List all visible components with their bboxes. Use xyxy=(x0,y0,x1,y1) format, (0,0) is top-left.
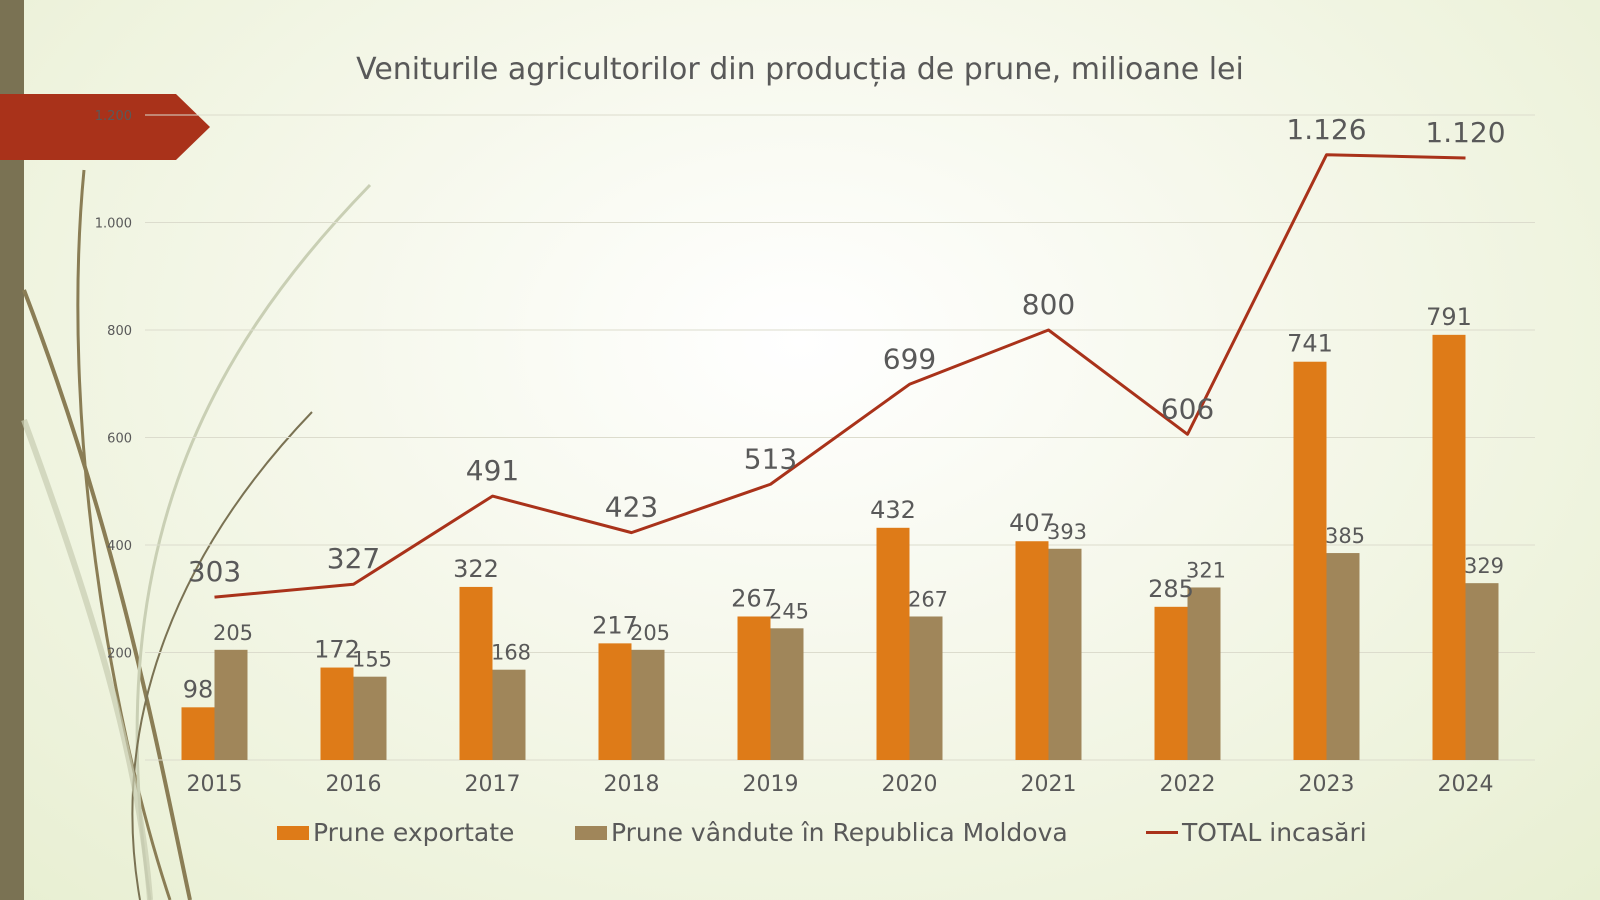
legend-swatch-total xyxy=(1146,831,1178,834)
bar-domestic xyxy=(1187,587,1221,760)
bar-domestic xyxy=(631,649,665,760)
x-tick-label: 2016 xyxy=(326,772,382,797)
x-tick-label: 2017 xyxy=(465,772,521,797)
y-tick-label: 1.200 xyxy=(95,109,132,124)
data-label-domestic: 267 xyxy=(908,587,948,611)
data-label-total: 423 xyxy=(605,491,658,524)
data-label-domestic: 245 xyxy=(769,599,809,623)
bar-exported xyxy=(459,586,493,760)
x-tick-label: 2021 xyxy=(1021,772,1077,797)
data-label-domestic: 205 xyxy=(213,621,253,645)
data-label-exported: 98 xyxy=(183,675,214,703)
data-label-exported: 172 xyxy=(314,636,360,664)
bar-domestic xyxy=(909,616,943,760)
data-label-exported: 217 xyxy=(592,611,638,639)
x-tick-label: 2019 xyxy=(743,772,799,797)
x-tick-label: 2024 xyxy=(1438,772,1494,797)
bar-domestic xyxy=(1048,548,1082,760)
total-line xyxy=(214,153,1466,599)
bar-exported xyxy=(598,643,632,760)
decor-curve-5 xyxy=(21,418,153,900)
data-label-exported: 322 xyxy=(453,555,499,583)
data-label-total: 606 xyxy=(1161,392,1214,425)
bar-exported xyxy=(181,707,215,760)
data-label-domestic: 321 xyxy=(1186,558,1226,582)
bar-exported xyxy=(876,527,910,760)
decor-curve-1 xyxy=(22,289,192,900)
data-label-total: 491 xyxy=(466,454,519,487)
y-tick-label: 200 xyxy=(107,647,132,662)
data-label-domestic: 155 xyxy=(352,648,392,672)
legend-swatch-exported xyxy=(277,825,309,840)
decor-curve-3 xyxy=(135,183,372,900)
legend-item-exported: Prune exportate xyxy=(277,818,514,847)
data-label-exported: 267 xyxy=(731,584,777,612)
data-label-domestic: 168 xyxy=(491,641,531,665)
data-label-domestic: 385 xyxy=(1325,524,1365,548)
data-label-total: 800 xyxy=(1022,288,1075,321)
data-label-domestic: 329 xyxy=(1464,554,1504,578)
data-label-exported: 407 xyxy=(1009,509,1055,537)
data-label-total: 513 xyxy=(744,442,797,475)
legend-label-domestic: Prune vândute în Republica Moldova xyxy=(611,818,1068,847)
bar-domestic xyxy=(770,628,804,760)
legend-item-domestic: Prune vândute în Republica Moldova xyxy=(575,818,1068,847)
legend: Prune exportate Prune vândute în Republi… xyxy=(0,818,1600,854)
decor-curve-4 xyxy=(131,411,313,900)
y-tick-label: 400 xyxy=(107,539,132,554)
bar-exported xyxy=(737,616,771,760)
data-label-total: 327 xyxy=(327,542,380,575)
data-label-total: 303 xyxy=(188,555,241,588)
red-arrow-banner xyxy=(0,94,210,160)
legend-label-total: TOTAL incasări xyxy=(1182,818,1367,847)
chart-title: Veniturile agricultorilor din producția … xyxy=(356,52,1244,87)
bar-domestic xyxy=(353,676,387,760)
data-label-total: 1.126 xyxy=(1286,113,1366,146)
data-label-domestic: 205 xyxy=(630,621,670,645)
data-label-exported: 285 xyxy=(1148,575,1194,603)
bar-exported xyxy=(320,667,354,760)
data-label-exported: 741 xyxy=(1287,330,1333,358)
bar-domestic xyxy=(492,669,526,760)
data-label-exported: 432 xyxy=(870,496,916,524)
bar-domestic xyxy=(1465,583,1499,760)
bar-domestic xyxy=(214,649,248,760)
bar-exported xyxy=(1432,334,1466,760)
data-label-domestic: 393 xyxy=(1047,520,1087,544)
x-tick-label: 2023 xyxy=(1299,772,1355,797)
legend-label-exported: Prune exportate xyxy=(313,818,515,847)
decor-curve-2 xyxy=(76,169,172,900)
x-tick-label: 2020 xyxy=(882,772,938,797)
x-tick-label: 2015 xyxy=(187,772,243,797)
legend-swatch-domestic xyxy=(575,825,607,840)
bar-domestic xyxy=(1326,553,1360,760)
y-tick-label: 1.000 xyxy=(95,217,132,232)
bar-exported xyxy=(1015,541,1049,760)
bar-exported xyxy=(1293,361,1327,760)
data-label-exported: 791 xyxy=(1426,303,1472,331)
bar-exported xyxy=(1154,606,1188,760)
data-label-total: 699 xyxy=(883,342,936,375)
data-label-total: 1.120 xyxy=(1425,116,1505,149)
legend-item-total: TOTAL incasări xyxy=(1146,818,1367,847)
x-tick-label: 2018 xyxy=(604,772,660,797)
x-tick-label: 2022 xyxy=(1160,772,1216,797)
y-tick-label: 800 xyxy=(107,324,132,339)
y-tick-label: 600 xyxy=(107,432,132,447)
